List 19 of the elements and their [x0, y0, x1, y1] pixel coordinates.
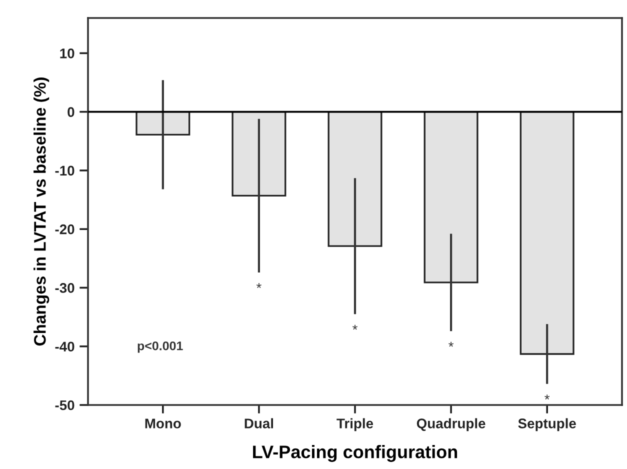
- annotation: p<0.001: [138, 341, 183, 353]
- y-tick-label: -30: [55, 283, 74, 293]
- annotation: *: [352, 324, 358, 330]
- y-tick-label: -40: [55, 342, 74, 352]
- x-tick-label: Quadruple: [416, 418, 486, 432]
- y-tick-label: -10: [55, 166, 74, 176]
- y-tick-label: -20: [55, 224, 74, 234]
- y-tick-label: -50: [55, 400, 74, 410]
- y-axis-title: Changes in LVTAT vs baseline (%): [34, 78, 50, 346]
- x-tick-label: Mono: [145, 418, 181, 428]
- x-axis-title: LV-Pacing configuration: [253, 445, 458, 462]
- x-tick-label: Dual: [244, 418, 274, 428]
- y-tick-label: 10: [60, 48, 74, 58]
- annotation: *: [448, 342, 454, 347]
- y-tick-label: 0: [68, 107, 74, 117]
- annotation: *: [256, 283, 262, 288]
- x-tick-label: Septuple: [518, 418, 576, 432]
- x-tick-label: Triple: [336, 418, 374, 432]
- annotation: *: [544, 394, 550, 400]
